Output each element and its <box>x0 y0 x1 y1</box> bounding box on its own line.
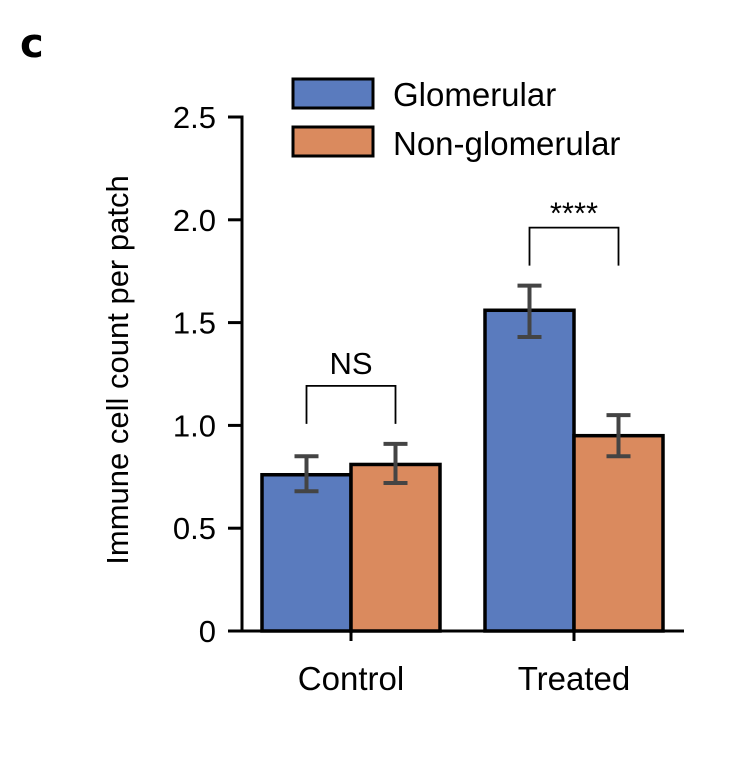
legend-swatch-glomerular <box>291 77 375 110</box>
bar-control-glomerular <box>260 472 353 633</box>
y-axis-title: Immune cell count per patch <box>100 175 135 564</box>
y-tick-label-5: 2.5 <box>173 100 216 135</box>
significance-bracket-control: NS <box>305 346 397 424</box>
x-tick-label-treated: Treated <box>518 660 631 697</box>
bars-layer <box>260 308 665 633</box>
y-tick-label-0: 0 <box>199 614 216 649</box>
bar-treated-non-glomerular <box>572 433 665 633</box>
significance-layer: NS **** <box>305 196 620 424</box>
y-tick-label-2: 1.0 <box>173 408 216 443</box>
bracket-line <box>528 226 620 266</box>
legend-swatch-non-glomerular <box>291 125 375 158</box>
significance-bracket-treated: **** <box>528 196 620 266</box>
y-tick-label-4: 2.0 <box>173 203 216 238</box>
error-bar-control-non-glomerular <box>383 441 408 485</box>
error-bars-layer <box>294 283 631 494</box>
x-tick-label-control: Control <box>298 660 404 697</box>
y-tick-label-1: 0.5 <box>173 511 216 546</box>
significance-label-control: NS <box>329 346 372 381</box>
bar-control-non-glomerular <box>349 462 442 633</box>
error-bar-treated-non-glomerular <box>606 413 631 459</box>
panel-label: c <box>20 21 44 67</box>
y-tick-label-3: 1.5 <box>173 306 216 341</box>
significance-label-treated: **** <box>550 196 598 231</box>
legend: Glomerular Non-glomerular <box>291 76 620 162</box>
error-bar-control-glomerular <box>294 454 319 494</box>
error-bar-treated-glomerular <box>517 283 542 339</box>
bar-treated-glomerular <box>483 308 576 633</box>
legend-label-glomerular: Glomerular <box>393 76 556 113</box>
axes-layer: Control Treated 0 0.5 1.0 1.5 2.0 2.5 <box>173 100 684 697</box>
legend-label-non-glomerular: Non-glomerular <box>393 125 620 162</box>
bracket-line <box>305 385 397 424</box>
